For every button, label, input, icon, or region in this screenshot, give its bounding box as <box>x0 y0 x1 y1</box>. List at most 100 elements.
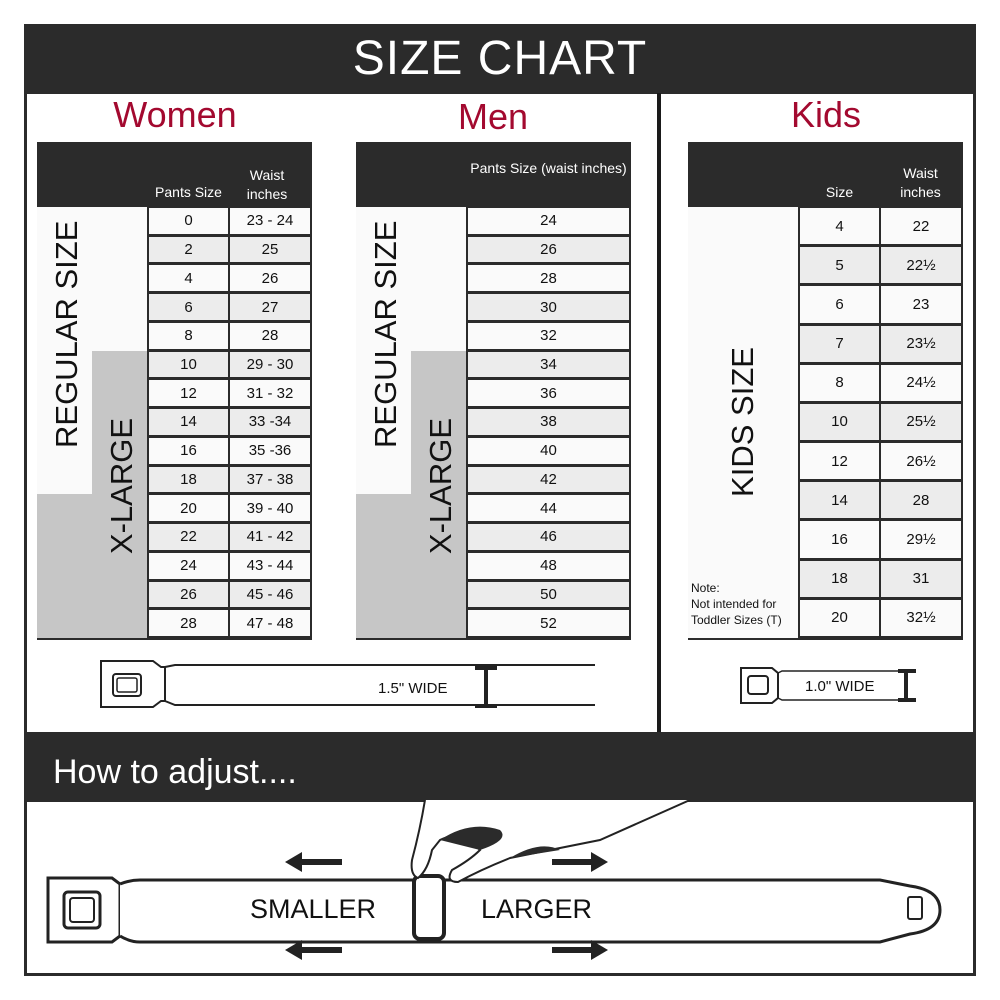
size-cell: 8 <box>149 322 228 349</box>
header-waist: Waist inches <box>900 165 941 200</box>
size-cell: 2 <box>149 236 228 263</box>
size-cell: 42 <box>468 466 629 493</box>
size-cell: 8 <box>800 364 879 401</box>
size-cell: 22 <box>149 524 228 550</box>
waist-cell: 39 - 40 <box>230 495 310 522</box>
size-cell: 20 <box>149 495 228 522</box>
size-cell: 26 <box>149 581 228 608</box>
regular-size-label: REGULAR SIZE <box>49 220 84 448</box>
belt-width-label: 1.0" WIDE <box>805 678 875 695</box>
waist-cell: 23 <box>881 286 961 323</box>
size-cell: 52 <box>468 610 629 636</box>
waist-cell: 33 -34 <box>230 409 310 435</box>
header-pants-size: Pants Size (waist inches) <box>470 160 627 176</box>
waist-cell: 25½ <box>881 403 961 441</box>
size-cell: 40 <box>468 437 629 464</box>
size-cell: 24 <box>468 208 629 234</box>
size-cell: 50 <box>468 581 629 608</box>
waist-cell: 22 <box>881 208 961 245</box>
note-text: Not intended for Toddler Sizes (T) <box>691 597 782 627</box>
size-cell: 34 <box>468 351 629 378</box>
size-cell: 0 <box>149 208 228 234</box>
men-title: Men <box>457 96 529 137</box>
how-to-adjust-heading: How to adjust.... <box>24 732 976 802</box>
kids-size-table: Size Waist inches KIDS SIZE Note: Not in… <box>688 142 963 640</box>
belt-width-label: 1.5" WIDE <box>378 680 448 697</box>
smaller-label: SMALLER <box>250 894 377 924</box>
size-cell: 38 <box>468 409 629 435</box>
larger-label: LARGER <box>481 894 593 924</box>
size-cell: 16 <box>149 437 228 464</box>
header-size: Size <box>825 184 854 200</box>
size-cell: 28 <box>149 610 228 636</box>
size-cell: 14 <box>800 482 879 519</box>
belt-adjust-illustration <box>46 800 942 960</box>
size-cell: 4 <box>800 208 879 245</box>
size-cell: 46 <box>468 524 629 550</box>
page-title: SIZE CHART <box>24 24 976 94</box>
note-title: Note: <box>691 581 720 595</box>
size-cell: 32 <box>468 322 629 349</box>
waist-cell: 47 - 48 <box>230 610 310 636</box>
waist-cell: 28 <box>881 482 961 519</box>
note: Note: Not intended for Toddler Sizes (T) <box>691 580 796 628</box>
waist-cell: 35 -36 <box>230 437 310 464</box>
waist-cell: 22½ <box>881 247 961 284</box>
arrow-left-icon <box>285 940 342 960</box>
size-cell: 44 <box>468 495 629 522</box>
size-cell: 10 <box>800 403 879 441</box>
size-cell: 26 <box>468 236 629 263</box>
x-large-label: X-LARGE <box>423 417 458 555</box>
size-cell: 48 <box>468 552 629 579</box>
size-cell: 5 <box>800 247 879 284</box>
belt-1-0-inch-illustration <box>740 667 916 704</box>
header-pants-size: Pants Size <box>155 184 222 200</box>
size-cell: 30 <box>468 294 629 320</box>
regular-size-label: REGULAR SIZE <box>368 220 403 448</box>
size-cell: 12 <box>149 380 228 407</box>
size-cell: 12 <box>800 443 879 480</box>
size-cell: 10 <box>149 351 228 378</box>
waist-cell: 25 <box>230 236 310 263</box>
size-cell: 24 <box>149 552 228 579</box>
kids-title: Kids <box>790 94 862 135</box>
waist-cell: 23 - 24 <box>230 208 310 234</box>
arrow-right-icon <box>552 852 608 872</box>
arrow-left-icon <box>285 852 342 872</box>
waist-cell: 45 - 46 <box>230 581 310 608</box>
size-cell: 36 <box>468 380 629 407</box>
waist-cell: 29 - 30 <box>230 351 310 378</box>
size-cell: 18 <box>800 560 879 597</box>
waist-cell: 27 <box>230 294 310 320</box>
waist-cell: 26 <box>230 265 310 292</box>
size-cell: 18 <box>149 466 228 493</box>
arrow-right-icon <box>552 940 608 960</box>
size-cell: 16 <box>800 521 879 558</box>
waist-cell: 26½ <box>881 443 961 480</box>
waist-cell: 28 <box>230 322 310 349</box>
waist-cell: 31 - 32 <box>230 380 310 407</box>
waist-cell: 31 <box>881 560 961 597</box>
women-title: Women <box>113 94 237 135</box>
size-cell: 4 <box>149 265 228 292</box>
belt-1-5-inch-illustration <box>100 660 595 708</box>
section-divider <box>657 93 661 733</box>
size-cell: 14 <box>149 409 228 435</box>
kids-size-label: KIDS SIZE <box>725 347 760 497</box>
women-size-table: Pants Size Waist inches REGULAR SIZE X-L… <box>37 142 312 640</box>
size-cell: 6 <box>800 286 879 323</box>
waist-cell: 41 - 42 <box>230 524 310 550</box>
size-cell: 7 <box>800 325 879 362</box>
men-size-table: Pants Size (waist inches) REGULAR SIZE X… <box>356 142 631 640</box>
size-cell: 28 <box>468 265 629 292</box>
waist-cell: 24½ <box>881 364 961 401</box>
waist-cell: 43 - 44 <box>230 552 310 579</box>
waist-cell: 37 - 38 <box>230 466 310 493</box>
waist-cell: 23½ <box>881 325 961 362</box>
size-cell: 20 <box>800 599 879 636</box>
x-large-label: X-LARGE <box>104 417 139 555</box>
header-waist: Waist inches <box>246 167 288 202</box>
waist-cell: 32½ <box>881 599 961 636</box>
size-cell: 6 <box>149 294 228 320</box>
waist-cell: 29½ <box>881 521 961 558</box>
